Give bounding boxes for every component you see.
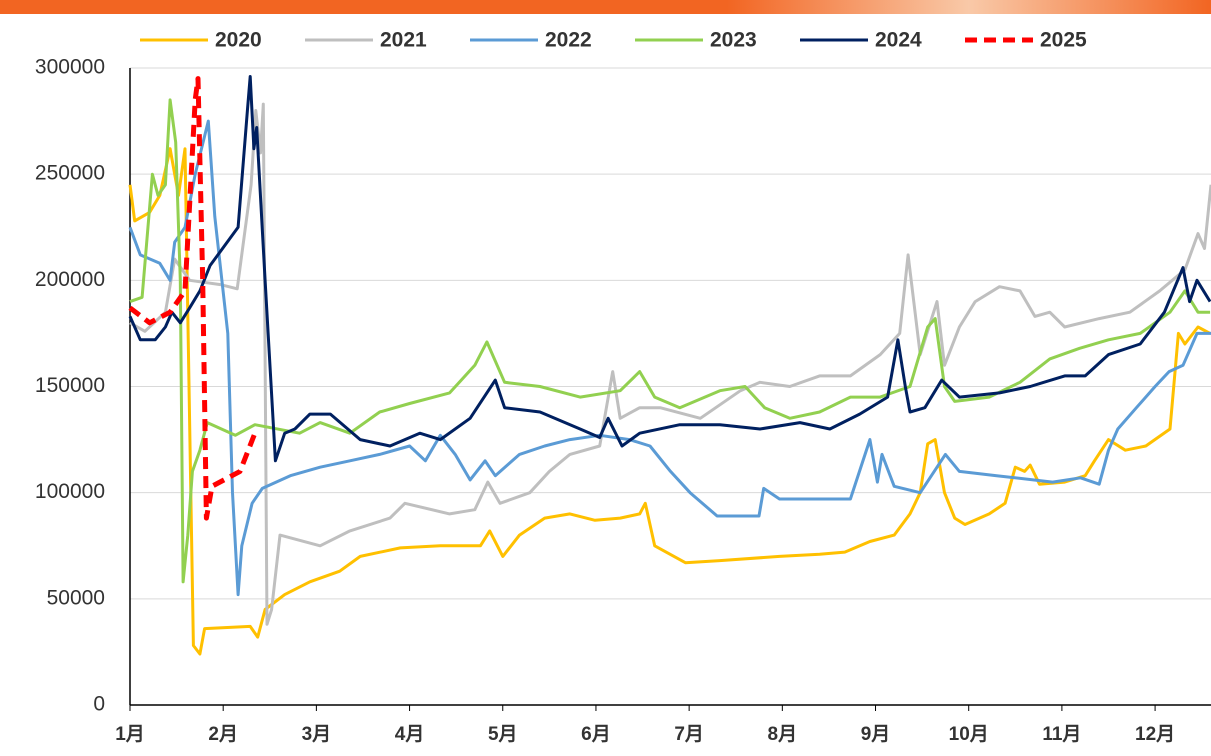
legend-label: 2025 [1040, 29, 1087, 52]
y-tick-label: 0 [93, 693, 105, 716]
series-line [129, 102, 1211, 626]
series-line [128, 75, 1211, 463]
x-tick-label: 8月 [768, 724, 798, 745]
series-line [129, 98, 1211, 584]
x-tick-label: 9月 [861, 724, 891, 745]
y-tick-label: 250000 [35, 162, 105, 185]
top-bar [0, 0, 1211, 14]
legend-label: 2023 [710, 29, 757, 52]
y-tick-label: 100000 [35, 480, 105, 503]
x-tick-label: 11月 [1042, 724, 1081, 745]
x-tick-label: 6月 [581, 724, 611, 745]
legend-label: 2024 [875, 29, 922, 52]
y-tick-label: 50000 [47, 586, 105, 609]
x-tick-label: 1月 [115, 724, 145, 745]
series-line [128, 76, 258, 521]
legend-label: 2021 [380, 29, 427, 52]
x-tick-label: 10月 [949, 724, 989, 745]
x-tick-label: 12月 [1135, 724, 1175, 745]
y-tick-label: 300000 [35, 56, 105, 79]
x-tick-label: 3月 [302, 724, 332, 745]
x-tick-label: 5月 [488, 724, 518, 745]
x-tick-label: 2月 [208, 724, 238, 745]
legend-label: 2022 [545, 29, 592, 52]
x-tick-label: 4月 [395, 724, 425, 745]
y-tick-label: 200000 [35, 268, 105, 291]
series-line [128, 119, 1211, 597]
series-line [128, 147, 1211, 656]
legend-label: 2020 [215, 29, 262, 52]
y-tick-label: 150000 [35, 374, 105, 397]
x-tick-label: 7月 [674, 724, 704, 745]
